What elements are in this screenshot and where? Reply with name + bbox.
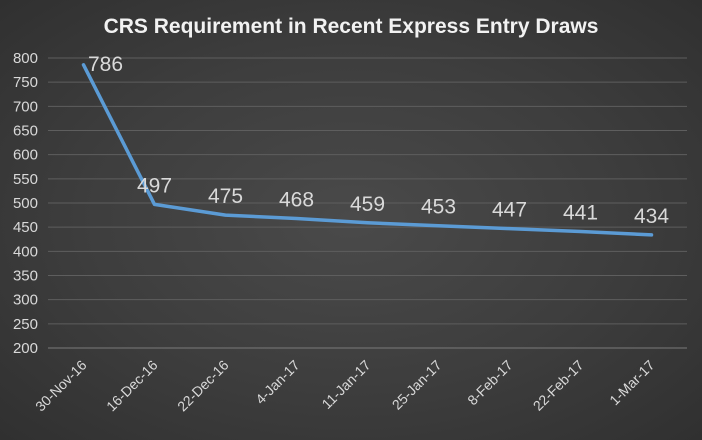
- data-label: 497: [137, 174, 172, 197]
- y-tick-label: 650: [13, 123, 38, 140]
- x-tick-label: 16-Dec-16: [103, 357, 161, 415]
- data-label: 453: [421, 196, 456, 219]
- y-tick-label: 550: [13, 171, 38, 188]
- gridlines: [48, 57, 687, 349]
- y-tick-label: 300: [13, 292, 38, 309]
- x-tick-label: 22-Dec-16: [174, 357, 232, 415]
- y-tick-label: 250: [13, 316, 38, 333]
- x-tick-label: 1-Mar-17: [606, 357, 658, 409]
- data-label: 447: [492, 199, 527, 222]
- data-labels: 786 497 475 468 459 453 447 441 434: [88, 53, 669, 228]
- data-label: 434: [634, 205, 669, 228]
- series: [81, 63, 654, 237]
- y-tick-label: 400: [13, 243, 38, 260]
- y-tick-label: 200: [13, 340, 38, 357]
- y-tick-label: 600: [13, 147, 38, 164]
- y-tick-label: 700: [13, 98, 38, 115]
- data-label: 441: [563, 202, 598, 225]
- x-tick-label: 8-Feb-17: [464, 357, 516, 409]
- data-label: 468: [279, 188, 314, 211]
- chart-title: CRS Requirement in Recent Express Entry …: [104, 15, 599, 38]
- y-tick-label: 750: [13, 74, 38, 91]
- data-label: 786: [88, 53, 123, 76]
- x-tick-label: 22-Feb-17: [530, 357, 587, 414]
- data-label: 459: [350, 193, 385, 216]
- y-tick-label: 450: [13, 219, 38, 236]
- x-tick-label: 11-Jan-17: [318, 357, 373, 412]
- x-tick-label: 30-Nov-16: [32, 357, 90, 415]
- y-tick-label: 350: [13, 268, 38, 285]
- x-tick-label: 4-Jan-17: [252, 357, 303, 408]
- y-axis-ticks: 200 250 300 350 400 450 500 550 600 650 700 750 800: [13, 50, 38, 357]
- series-line: [81, 63, 654, 237]
- x-axis-ticks: 30-Nov-16 16-Dec-16 22-Dec-16 4-Jan-17 11-Ja…: [32, 357, 658, 415]
- x-tick-label: 25-Jan-17: [389, 357, 445, 413]
- data-label: 475: [208, 185, 243, 208]
- y-tick-label: 500: [13, 195, 38, 212]
- y-tick-label: 800: [13, 50, 38, 67]
